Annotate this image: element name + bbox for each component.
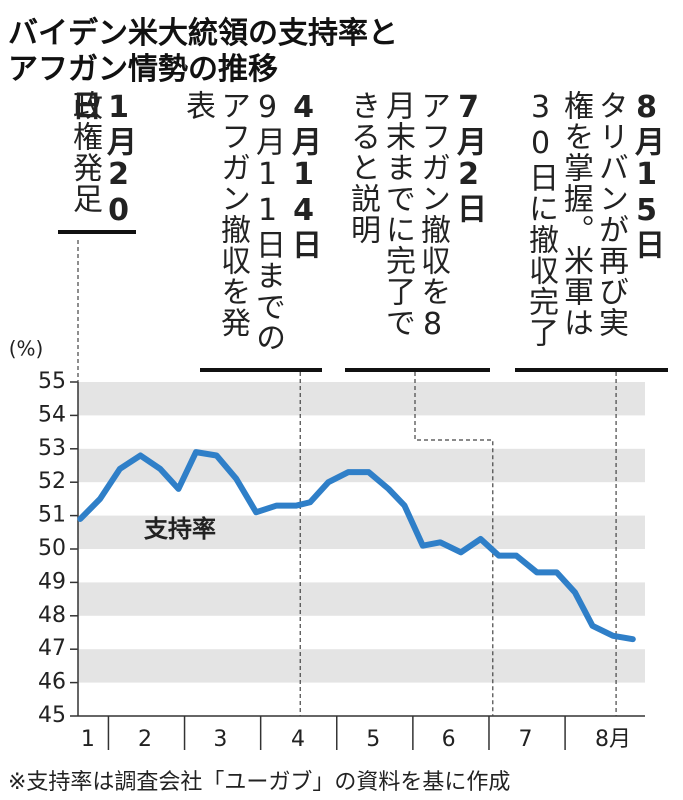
series-line: [77, 449, 636, 643]
grid-band: [78, 515, 645, 549]
y-tick-label: 47: [38, 636, 66, 661]
grid-band: [78, 382, 645, 416]
x-tick-label: 8月: [595, 727, 631, 752]
grid-band: [78, 448, 645, 483]
x-tick-label: 2: [138, 727, 152, 752]
annotation-text: タリバンが再び実権を掌握。米軍は30日に撤収完了: [523, 90, 628, 348]
x-tick-label: 3: [213, 727, 227, 752]
source-note: ※支持率は調査会社「ユーガブ」の資料を基に作成: [8, 770, 511, 795]
series-label: 支持率: [144, 515, 216, 543]
y-tick-label: 49: [38, 569, 66, 594]
y-tick-label: 55: [38, 369, 66, 394]
annotation-date: 4月14日: [286, 90, 321, 260]
title-line: アフガン情勢の推移: [8, 52, 278, 87]
x-tick-label: 6: [442, 727, 456, 752]
annotation-date: 8月15日: [629, 90, 664, 260]
grid-band: [78, 582, 645, 616]
x-tick-label: 7: [519, 727, 533, 752]
y-tick-label: 52: [38, 469, 66, 494]
x-tick-label: 5: [366, 727, 380, 752]
y-tick-label: 46: [38, 670, 66, 695]
grid-band: [78, 649, 645, 683]
annotation-date: 7月2日: [451, 90, 486, 224]
y-tick-label: 48: [38, 603, 66, 628]
y-tick-label: 51: [38, 503, 66, 528]
y-unit: (%): [9, 337, 44, 361]
x-tick-label: 4: [291, 727, 305, 752]
annotation-date: 1月20日: [66, 90, 136, 229]
y-tick-label: 50: [38, 536, 66, 561]
annotation-text: 9月11日までのアフガン撤収を発表: [180, 90, 285, 353]
annotation-text: アフガン撤収を8月末までに完了できると説明: [345, 90, 450, 343]
annotation-text: 政権発足: [67, 90, 102, 214]
x-tick-label: 1: [81, 727, 95, 752]
title-line: バイデン米大統領の支持率と: [8, 16, 398, 51]
y-tick-label: 53: [38, 436, 66, 461]
annotation-line: [414, 372, 494, 716]
y-tick-label: 45: [38, 703, 66, 728]
y-tick-label: 54: [38, 402, 66, 427]
